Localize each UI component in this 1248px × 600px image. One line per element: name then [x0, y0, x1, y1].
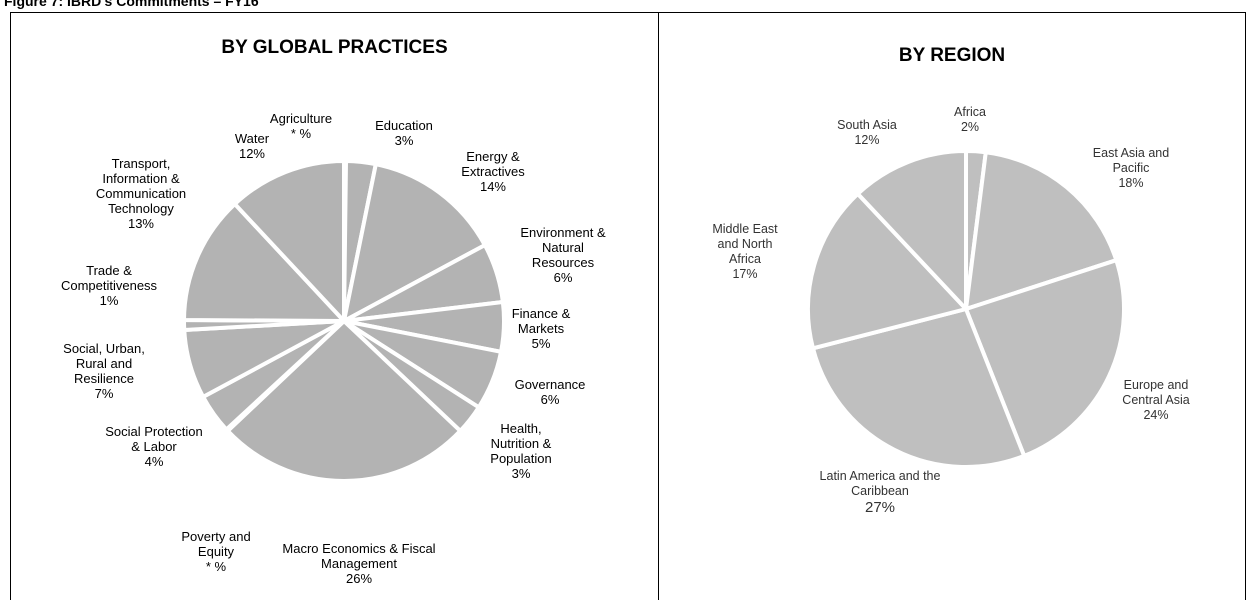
pie-slice: [806, 191, 968, 351]
category-name: Energy & Extractives: [461, 149, 525, 179]
value-label: 2%: [960, 120, 980, 134]
category-name: Agriculture: [269, 111, 333, 126]
value-label: 1%: [99, 293, 119, 308]
value-label: 3%: [394, 133, 414, 148]
category-name: Environment & Natural Resources: [520, 225, 606, 270]
pie-slice: [855, 149, 968, 311]
slice-label: Poverty and Equity * %: [181, 529, 250, 574]
slice-label: Latin America and the Caribbean 27%: [820, 469, 941, 517]
category-name: Poverty and Equity: [181, 529, 251, 559]
chart-panel: BY GLOBAL PRACTICES Agriculture * % Educat…: [10, 12, 659, 600]
category-name: Trade & Competitiveness: [60, 263, 158, 293]
slice-label: Social Protection & Labor 4%: [105, 424, 203, 469]
chart-panel: BY REGION Africa 2% East Asia and Pacific 1…: [658, 12, 1246, 600]
category-name: Social, Urban, Rural and Resilience: [63, 341, 145, 386]
slice-label: Europe and Central Asia 24%: [1122, 378, 1189, 423]
slice-label: Energy & Extractives 14%: [461, 149, 525, 194]
category-name: Water: [234, 131, 270, 146]
figure-title: Figure 7: IBRD's Commitments – FY16: [4, 0, 259, 9]
value-label: 17%: [732, 267, 758, 281]
category-name: South Asia: [837, 118, 897, 132]
pie-slice: [810, 307, 1027, 469]
category-name: Education: [375, 118, 433, 133]
slice-label: South Asia 12%: [837, 118, 897, 148]
value-label: 13%: [127, 216, 155, 231]
slice-label: Middle East and North Africa 17%: [712, 222, 777, 282]
slice-label: East Asia and Pacific 18%: [1093, 146, 1169, 191]
value-label: 4%: [144, 454, 164, 469]
value-label: 14%: [479, 179, 507, 194]
pie-slice: [342, 162, 487, 323]
value-label: 27%: [864, 499, 896, 516]
slice-label: Water 12%: [235, 131, 269, 161]
slice-label: Environment & Natural Resources 6%: [520, 225, 605, 285]
value-label: 7%: [94, 386, 114, 401]
slice-label: Transport, Information & Communication T…: [96, 156, 186, 231]
slice-label: Macro Economics & Fiscal Management 26%: [282, 541, 435, 586]
value-label: 3%: [511, 466, 531, 481]
category-name: Macro Economics & Fiscal Management: [282, 541, 436, 571]
pie-slice: [964, 150, 1119, 311]
slice-label: Social, Urban, Rural and Resilience 7%: [63, 341, 145, 401]
category-name: Health, Nutrition & Population: [490, 421, 552, 466]
chart-title: BY GLOBAL PRACTICES: [221, 37, 448, 58]
slice-label: Health, Nutrition & Population 3%: [490, 421, 551, 481]
value-label: 12%: [238, 146, 266, 161]
category-name: Governance: [514, 377, 586, 392]
slice-label: Governance 6%: [515, 377, 586, 407]
category-name: East Asia and Pacific: [1092, 146, 1170, 175]
value-label: 6%: [540, 392, 560, 407]
slice-label: Africa 2%: [954, 105, 986, 135]
value-label: 5%: [531, 336, 551, 351]
chart-title: BY REGION: [898, 45, 1006, 66]
slice-label: Agriculture * %: [270, 111, 332, 141]
pie: [182, 159, 506, 483]
value-label: 24%: [1143, 408, 1169, 422]
pie-slice: [225, 319, 463, 483]
category-name: Transport, Information & Communication T…: [95, 156, 187, 216]
value-label: 26%: [345, 571, 373, 586]
value-label: 6%: [553, 270, 573, 285]
slice-label: Finance & Markets 5%: [512, 306, 571, 351]
category-name: Africa: [954, 105, 986, 119]
category-name: Europe and Central Asia: [1122, 378, 1190, 407]
slice-label: Trade & Competitiveness 1%: [61, 263, 157, 308]
category-name: Latin America and the Caribbean: [819, 469, 941, 498]
value-label: 12%: [854, 133, 880, 147]
category-name: Finance & Markets: [511, 306, 571, 336]
pie-slice: [182, 202, 346, 323]
category-name: Middle East and North Africa: [712, 222, 778, 266]
value-label: * %: [290, 126, 312, 141]
value-label: * %: [205, 559, 227, 574]
pie-slice: [232, 159, 346, 323]
value-label: 18%: [1118, 176, 1144, 190]
category-name: Social Protection & Labor: [105, 424, 203, 454]
pie: [806, 149, 1126, 469]
slice-label: Education 3%: [375, 118, 433, 148]
